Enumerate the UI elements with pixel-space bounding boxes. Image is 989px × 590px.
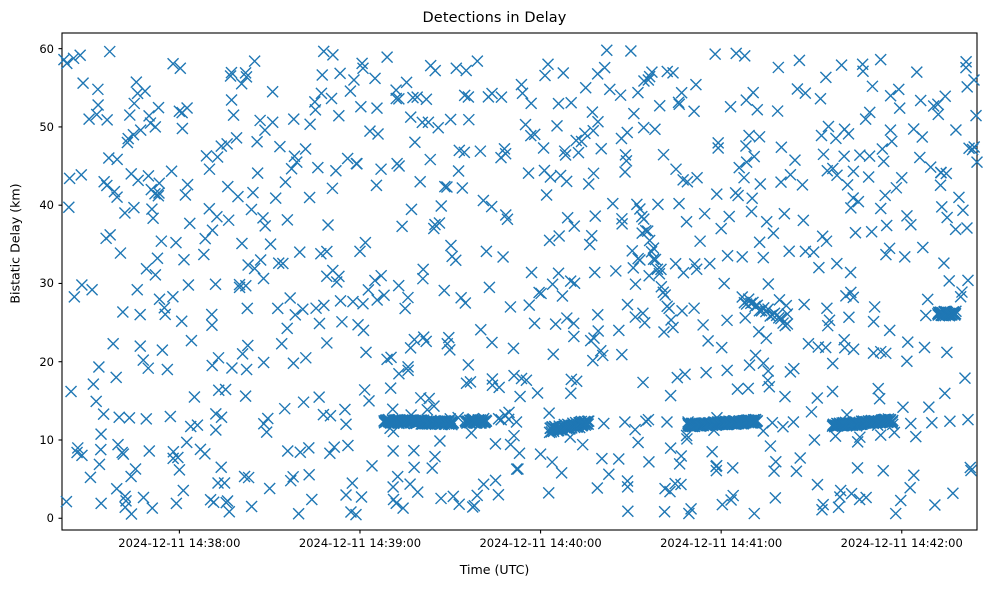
y-tick-label: 40 xyxy=(39,198,54,213)
x-axis-label: Time (UTC) xyxy=(459,562,530,577)
x-tick-label: 2024-12-11 14:39:00 xyxy=(298,536,422,550)
y-axis-label: Bistatic Delay (km) xyxy=(7,183,23,304)
detection-markers xyxy=(57,44,983,521)
y-tick-label: 60 xyxy=(39,41,54,56)
x-tick-label: 2024-12-11 14:41:00 xyxy=(660,536,783,550)
chart-title: Detections in Delay xyxy=(422,10,567,26)
x-tick-label: 2024-12-11 14:38:00 xyxy=(118,536,241,550)
x-tick-label: 2024-12-11 14:40:00 xyxy=(479,536,602,550)
axes-frame xyxy=(61,32,978,531)
y-tick-label: 30 xyxy=(39,276,54,291)
y-tick-label: 10 xyxy=(39,432,54,447)
x-tick-label: 2024-12-11 14:42:00 xyxy=(840,536,963,550)
y-tick-label: 0 xyxy=(46,511,54,526)
y-tick-label: 20 xyxy=(39,354,54,369)
y-tick-label: 50 xyxy=(39,119,54,134)
